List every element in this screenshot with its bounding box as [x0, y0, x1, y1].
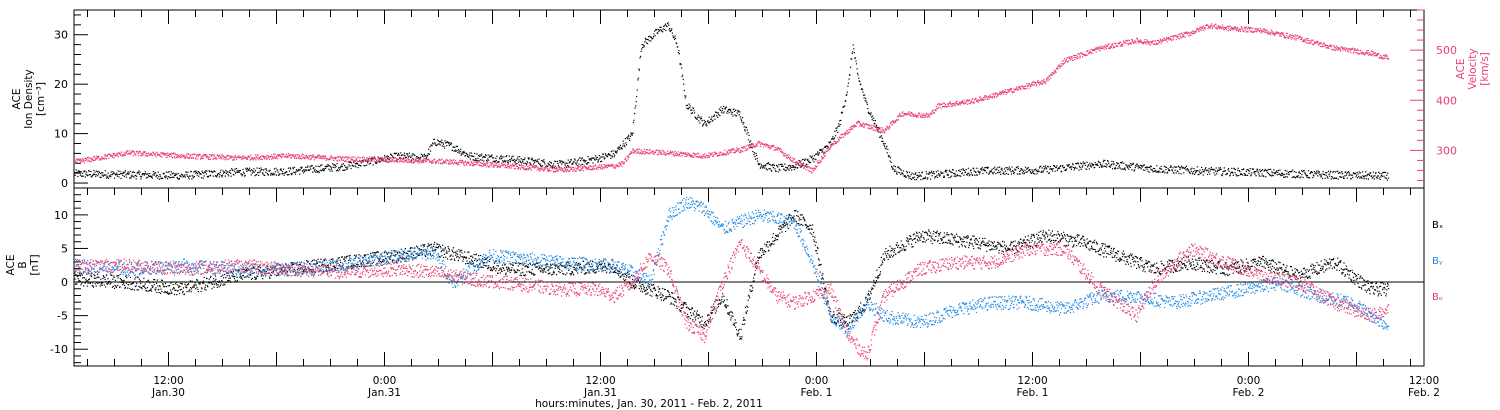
x-tick-date: Feb. 2: [1408, 387, 1440, 399]
x-tick-date: Jan.31: [367, 387, 401, 399]
velocity-axis-label-line: [km/s]: [1479, 52, 1491, 86]
tick-label: 30: [54, 29, 68, 42]
x-tick-time: 0:00: [1237, 375, 1261, 387]
b-series-by: [74, 196, 1390, 337]
x-axis-label: hours:minutes, Jan. 30, 2011 - Feb. 2, 2…: [535, 398, 763, 410]
tick-label: 500: [1436, 44, 1457, 57]
density-axis-label-line: ACE: [11, 89, 23, 110]
tick-label: -5: [57, 310, 68, 323]
x-tick-date: Feb. 1: [1017, 387, 1049, 399]
tick-label: 5: [61, 242, 68, 255]
top-panel-frame: [73, 9, 1425, 189]
legend-item-bx: Bₓ: [1432, 220, 1443, 231]
b-axis-label-line: [nT]: [29, 254, 41, 275]
tick-label: 0: [61, 276, 68, 289]
x-tick-time: 0:00: [805, 375, 829, 387]
x-tick-date: Jan.30: [151, 387, 185, 399]
x-tick-date: Feb. 1: [801, 387, 833, 399]
tick-label: 10: [54, 128, 68, 141]
velocity-axis-label-line: Velocity: [1467, 48, 1479, 89]
tick-label: 400: [1436, 94, 1457, 107]
left-y-axis: 0 10 20 30: [54, 14, 88, 190]
tick-label: 10: [54, 209, 68, 222]
left-y-axis: -10 -5 0 5 10: [50, 187, 88, 364]
x-tick-time: 12:00: [153, 375, 183, 387]
x-tick-date: Feb. 2: [1233, 387, 1265, 399]
b-axis-label-line: ACE: [5, 255, 17, 276]
time-axis: 12:00Jan.300:00Jan.3112:00Jan.310:00Feb.…: [87, 10, 1440, 410]
x-tick-time: 12:00: [1017, 375, 1047, 387]
x-tick-time: 12:00: [1409, 375, 1439, 387]
legend-item-by: Bᵧ: [1432, 256, 1443, 267]
b-axis-label: ACE B [nT]: [5, 254, 41, 275]
tick-label: 300: [1436, 144, 1457, 157]
velocity-axis-label-line: ACE: [1455, 59, 1467, 80]
legend: Bₓ Bᵧ Bₒ: [1432, 220, 1443, 303]
tick-label: -10: [50, 343, 68, 356]
velocity-series: [74, 23, 1390, 174]
density-series: [74, 22, 1389, 181]
legend-item-bz: Bₒ: [1432, 292, 1443, 303]
tick-label: 0: [61, 177, 68, 190]
right-y-axis: 300 400 500: [1410, 9, 1457, 181]
b-axis-label-line: B: [17, 261, 29, 268]
b-series-bz: [74, 238, 1390, 361]
tick-label: 20: [54, 78, 68, 91]
magnetic-field-panel: -10 -5 0 5 10 ACE B [nT] Bₓ Bᵧ Bₒ: [5, 187, 1443, 367]
density-axis-label: ACE Ion Density [cm⁻³]: [11, 69, 47, 128]
velocity-axis-label: ACE Velocity [km/s]: [1455, 48, 1491, 89]
density-axis-label-line: Ion Density: [23, 69, 35, 128]
density-axis-label-line: [cm⁻³]: [35, 82, 47, 116]
bottom-panel-frame: [73, 187, 1425, 367]
x-tick-time: 12:00: [585, 375, 615, 387]
x-tick-date: Jan.31: [583, 387, 617, 399]
x-tick-time: 0:00: [373, 375, 397, 387]
